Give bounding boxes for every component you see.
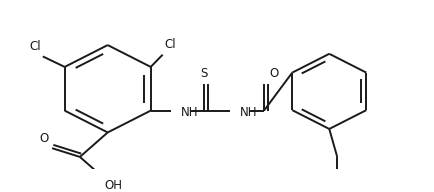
Text: S: S (201, 67, 208, 80)
Text: Cl: Cl (164, 38, 176, 51)
Text: NH: NH (240, 106, 258, 119)
Text: O: O (269, 67, 278, 80)
Text: O: O (40, 132, 49, 145)
Text: OH: OH (105, 179, 123, 192)
Text: Cl: Cl (29, 40, 41, 53)
Text: NH: NH (181, 106, 198, 119)
